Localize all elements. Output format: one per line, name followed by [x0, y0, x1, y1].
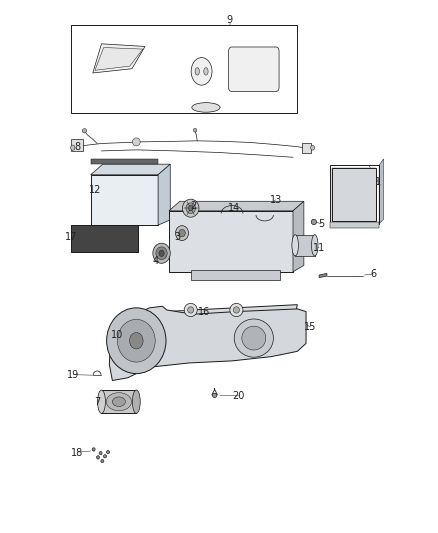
Text: 9: 9	[227, 15, 233, 25]
Ellipse shape	[230, 303, 243, 317]
Bar	[295, 235, 315, 256]
Ellipse shape	[233, 307, 240, 313]
Ellipse shape	[195, 68, 199, 75]
Bar	[91, 175, 158, 225]
Ellipse shape	[153, 243, 170, 263]
Ellipse shape	[193, 128, 197, 132]
Polygon shape	[319, 273, 327, 278]
Text: 7: 7	[94, 397, 100, 407]
Ellipse shape	[242, 326, 266, 350]
Bar	[71, 25, 297, 113]
Bar	[169, 211, 293, 272]
Ellipse shape	[92, 448, 95, 451]
Polygon shape	[158, 164, 170, 225]
Ellipse shape	[159, 250, 164, 256]
Ellipse shape	[132, 138, 140, 146]
Ellipse shape	[176, 225, 188, 240]
Ellipse shape	[292, 235, 298, 256]
Ellipse shape	[183, 199, 199, 217]
Ellipse shape	[82, 128, 87, 133]
Bar	[91, 159, 158, 164]
Text: 20: 20	[233, 391, 245, 401]
Bar	[102, 390, 136, 414]
Text: 3: 3	[175, 232, 181, 243]
Polygon shape	[93, 44, 145, 73]
Bar	[329, 222, 379, 228]
Ellipse shape	[179, 229, 185, 237]
Text: 10: 10	[111, 330, 123, 341]
Polygon shape	[186, 305, 297, 342]
Text: 17: 17	[65, 232, 77, 243]
Polygon shape	[293, 201, 304, 272]
Text: 8: 8	[74, 142, 81, 152]
Ellipse shape	[130, 333, 143, 349]
Ellipse shape	[204, 68, 208, 75]
Ellipse shape	[188, 206, 193, 211]
Text: 5: 5	[318, 219, 325, 229]
Text: 16: 16	[198, 306, 210, 317]
Polygon shape	[169, 201, 304, 211]
Text: 14: 14	[228, 203, 240, 213]
Ellipse shape	[191, 58, 212, 85]
Ellipse shape	[132, 390, 140, 414]
Ellipse shape	[101, 459, 104, 463]
Polygon shape	[379, 159, 384, 223]
Ellipse shape	[106, 308, 166, 374]
Ellipse shape	[106, 450, 110, 454]
FancyBboxPatch shape	[229, 47, 279, 92]
Ellipse shape	[234, 319, 273, 357]
Bar	[332, 168, 376, 221]
Ellipse shape	[106, 393, 131, 411]
Bar	[191, 270, 280, 280]
Polygon shape	[110, 306, 306, 381]
Ellipse shape	[184, 303, 197, 317]
Ellipse shape	[311, 146, 314, 150]
Text: 2: 2	[190, 200, 196, 211]
Ellipse shape	[311, 219, 317, 224]
Text: 12: 12	[89, 184, 101, 195]
Ellipse shape	[71, 145, 75, 150]
Ellipse shape	[187, 307, 194, 313]
Polygon shape	[91, 164, 170, 175]
Ellipse shape	[96, 456, 99, 459]
Text: 19: 19	[67, 370, 79, 380]
Text: 18: 18	[71, 448, 84, 458]
Text: 13: 13	[269, 195, 282, 205]
Ellipse shape	[117, 319, 155, 362]
Ellipse shape	[212, 393, 217, 398]
Text: 4: 4	[153, 256, 159, 266]
Text: 11: 11	[313, 243, 325, 253]
Ellipse shape	[311, 235, 318, 256]
Ellipse shape	[192, 103, 220, 112]
Ellipse shape	[103, 455, 106, 458]
Text: 15: 15	[304, 322, 317, 333]
Ellipse shape	[156, 247, 167, 260]
Text: 6: 6	[371, 270, 377, 279]
Bar	[329, 165, 379, 223]
Text: 1: 1	[375, 176, 381, 187]
Bar	[71, 139, 83, 151]
Ellipse shape	[186, 203, 195, 214]
Polygon shape	[95, 47, 143, 70]
Ellipse shape	[98, 390, 106, 414]
Bar	[71, 225, 138, 252]
Ellipse shape	[113, 397, 125, 407]
Polygon shape	[156, 310, 193, 342]
Ellipse shape	[99, 451, 102, 455]
Bar	[302, 143, 311, 152]
